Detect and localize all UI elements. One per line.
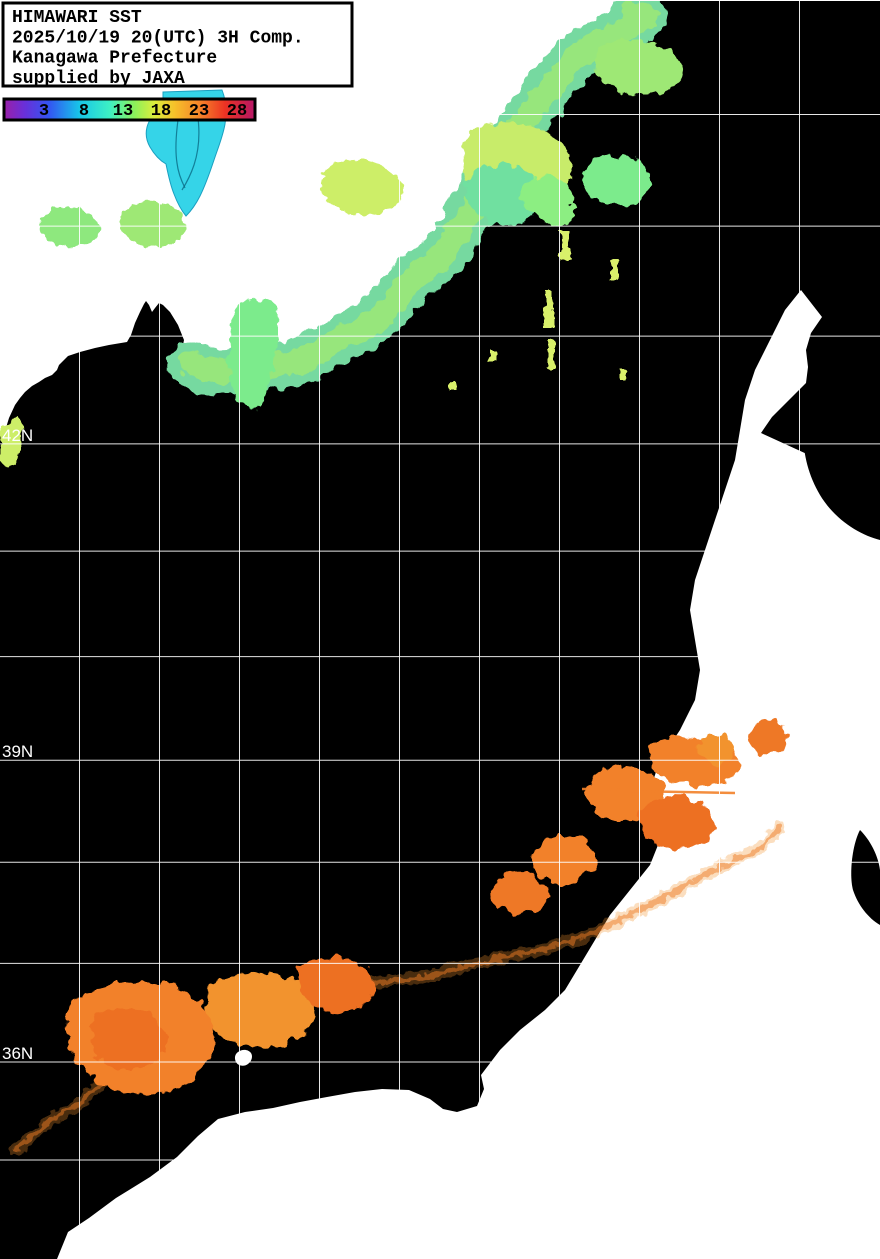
svg-text:23: 23 bbox=[189, 102, 209, 121]
svg-text:28: 28 bbox=[227, 102, 247, 121]
svg-text:39N: 39N bbox=[2, 742, 33, 761]
svg-text:8: 8 bbox=[79, 102, 89, 121]
svg-text:3: 3 bbox=[39, 102, 49, 121]
svg-text:18: 18 bbox=[151, 102, 171, 121]
svg-text:supplied by JAXA: supplied by JAXA bbox=[12, 69, 185, 89]
svg-text:42N: 42N bbox=[2, 426, 33, 445]
svg-text:36N: 36N bbox=[2, 1044, 33, 1063]
svg-text:13: 13 bbox=[113, 102, 133, 121]
svg-text:HIMAWARI SST: HIMAWARI SST bbox=[12, 8, 142, 28]
svg-text:2025/10/19 20(UTC) 3H Comp.: 2025/10/19 20(UTC) 3H Comp. bbox=[12, 28, 304, 48]
svg-text:Kanagawa Prefecture: Kanagawa Prefecture bbox=[12, 49, 217, 69]
